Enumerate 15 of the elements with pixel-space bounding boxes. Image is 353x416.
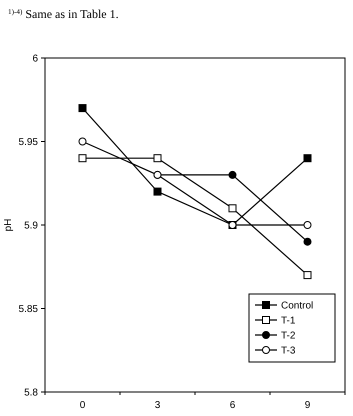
- y-tick-label: 5.9: [24, 220, 38, 232]
- legend-label: T-3: [281, 346, 296, 356]
- legend-label: Control: [281, 300, 314, 312]
- y-tick-label: 5.85: [18, 304, 38, 315]
- y-tick-label: 5.95: [18, 137, 38, 148]
- y-axis-title: pH: [3, 218, 14, 232]
- x-tick-label: 6: [230, 400, 236, 411]
- x-tick-label: 3: [154, 400, 161, 411]
- y-tick-label: 5.8: [24, 388, 38, 398]
- legend-label: T-2: [281, 330, 296, 342]
- text: $^{1)-4)}$ Same as in Table 1.: [8, 7, 119, 21]
- x-tick-label: 9: [304, 400, 311, 411]
- y-tick-label: 6: [32, 54, 38, 64]
- legend-label: T-1: [281, 316, 296, 326]
- x-tick-label: 0: [80, 400, 86, 411]
